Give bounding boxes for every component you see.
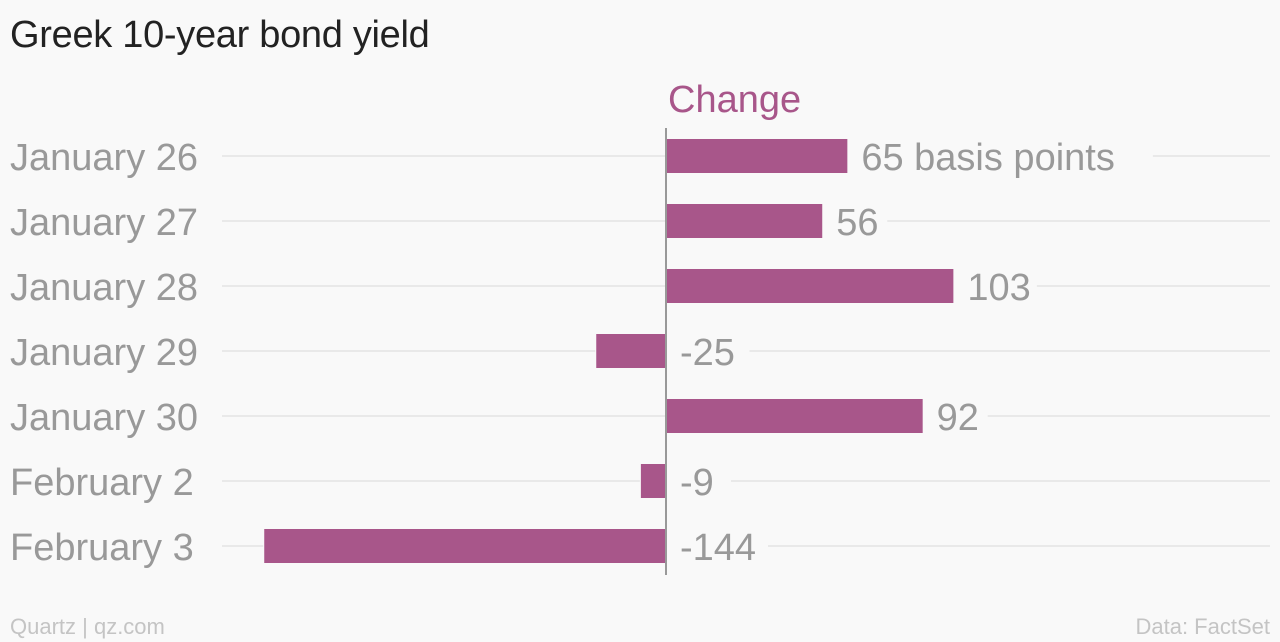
labels: Change January 26 65 basis points January 2… [10, 79, 1115, 569]
data-label: 92 [937, 397, 979, 439]
category-label: January 26 [10, 137, 198, 179]
bar-january-26 [666, 139, 848, 173]
bar-february-3 [264, 529, 666, 563]
bar-january-29 [596, 334, 666, 368]
data-label: -9 [680, 462, 714, 504]
data-label: 103 [967, 267, 1030, 309]
data-label: -144 [680, 527, 756, 569]
category-label: January 29 [10, 332, 198, 374]
footer-credit: Quartz | qz.com [10, 614, 165, 639]
data-label: 56 [836, 202, 878, 244]
category-label: February 2 [10, 462, 194, 504]
data-label: -25 [680, 332, 735, 374]
data-label: 65 basis points [861, 137, 1115, 179]
category-label: January 27 [10, 202, 198, 244]
category-label: January 30 [10, 397, 198, 439]
series-name-label: Change [668, 79, 801, 121]
footer-source: Data: FactSet [1135, 614, 1270, 639]
gridlines [222, 155, 1270, 547]
bars [264, 139, 954, 563]
bar-february-2 [640, 464, 666, 498]
bar-january-27 [666, 204, 823, 238]
bar-january-30 [666, 399, 923, 433]
bar-january-28 [666, 269, 954, 303]
category-label: February 3 [10, 527, 194, 569]
category-label: January 28 [10, 267, 198, 309]
chart-title: Greek 10-year bond yield [10, 14, 430, 56]
